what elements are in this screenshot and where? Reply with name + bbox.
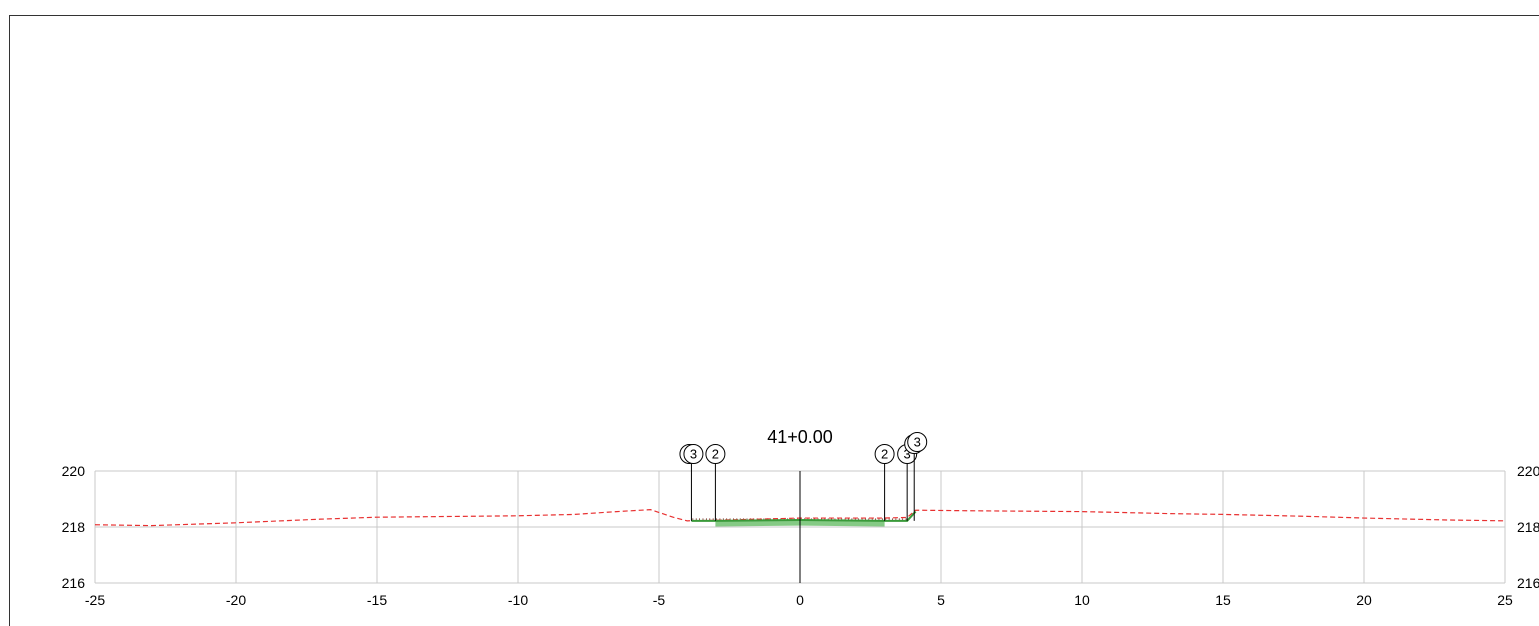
x-tick-label: -25 [85,592,105,608]
x-tick-label: -20 [226,592,246,608]
marker-label: 2 [712,447,719,462]
x-tick-label: -5 [653,592,666,608]
x-axis-tick-labels: -25 -20 -15 -10 -5 0 5 10 15 20 25 [85,592,1513,608]
y-tick-label: 216 [62,575,86,591]
y-tick-label: 218 [62,519,86,535]
marker-label: 3 [914,435,921,450]
marker-circle [874,444,895,464]
ground-polyline [94,509,1506,527]
design-polyline [691,510,917,522]
x-tick-label: 15 [1215,592,1231,608]
marker-label: 2 [881,447,888,462]
x-tick-label: 25 [1497,592,1513,608]
point-markers: 3322333 [679,432,928,521]
y-axis-tick-labels-left: 216 218 220 [62,463,86,591]
marker-label: 3 [690,447,697,462]
y-tick-label-right: 220 [1517,463,1539,479]
marker-circle [705,444,726,464]
x-tick-label: -10 [508,592,528,608]
x-tick-label: -15 [367,592,387,608]
marker-circle [907,432,928,452]
design-surface-line [691,510,917,522]
y-tick-label: 220 [62,463,86,479]
x-tick-label: 20 [1356,592,1372,608]
x-tick-label: 0 [796,592,804,608]
y-tick-label-right: 218 [1517,519,1539,535]
cross-section-viewport: -25 -20 -15 -10 -5 0 5 10 15 20 25 216 218 220 216 21… [9,15,1539,626]
marker-circle [683,444,704,464]
marker-label: 3 [904,447,911,462]
x-tick-label: 10 [1074,592,1090,608]
y-axis-tick-labels-right: 216 218 220 [1517,463,1539,591]
x-tick-label: 5 [937,592,945,608]
station-label: 41+0.00 [767,427,833,447]
existing-ground-line [94,509,1506,527]
y-tick-label-right: 216 [1517,575,1539,591]
